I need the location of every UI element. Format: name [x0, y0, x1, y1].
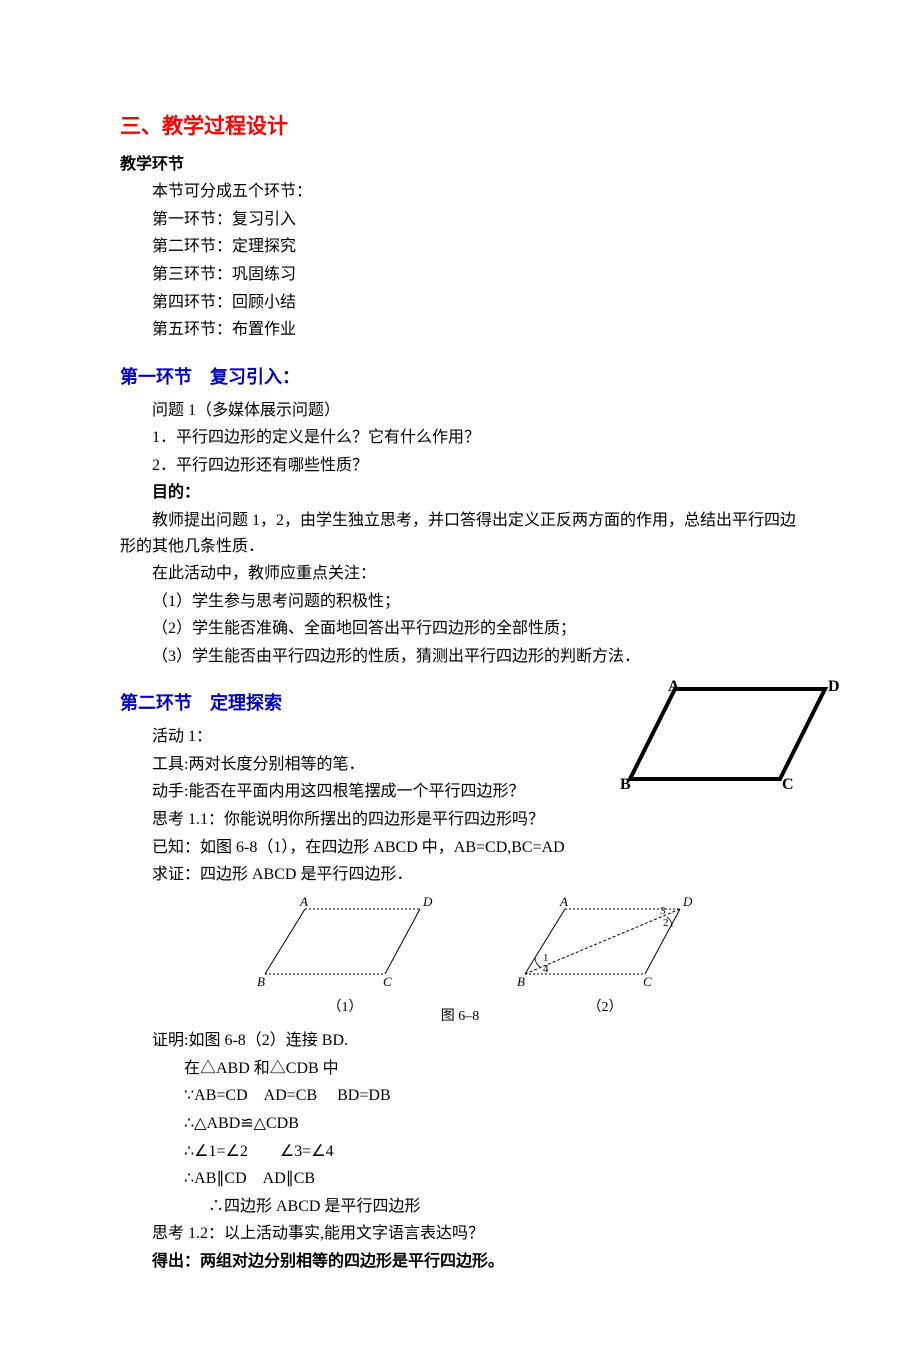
- figure-2-svg: A D B C 1 4 3 2: [505, 894, 705, 989]
- env-item-1: 第一环节：复习引入: [120, 207, 800, 233]
- proof-l3: ∴△ABD≌△CDB: [120, 1111, 800, 1137]
- sec2-think12: 思考 1.2：以上活动事实,能用文字语言表达吗？: [120, 1221, 800, 1247]
- sec1-goal-i3: （3）学生能否由平行四边形的性质，猜测出平行四边形的判断方法．: [120, 644, 800, 670]
- sec1-goal-i2: （2）学生能否准确、全面地回答出平行四边形的全部性质；: [120, 616, 800, 642]
- angle-2: 2: [663, 917, 669, 929]
- proof-l6: ∴四边形 ABCD 是平行四边形: [120, 1194, 800, 1220]
- sec1-question-label: 问题 1（多媒体展示问题）: [120, 398, 800, 424]
- env-item-2: 第二环节：定理探究: [120, 234, 800, 260]
- fig1-a: A: [299, 894, 308, 909]
- fig1-b: B: [257, 974, 265, 989]
- sec1-q2: 2．平行四边形还有哪些性质？: [120, 453, 800, 479]
- sec2-given: 已知：如图 6-8（1），在四边形 ABCD 中，AB=CD,BC=AD: [120, 835, 800, 861]
- env-item-5: 第五环节：布置作业: [120, 317, 800, 343]
- sec2-conclusion: 得出：两组对边分别相等的四边形是平行四边形。: [120, 1249, 800, 1275]
- proof-l2: ∵AB=CD AD=CB BD=DB: [120, 1083, 800, 1109]
- proof-l4: ∴∠1=∠2 ∠3=∠4: [120, 1139, 800, 1165]
- fig1-c: C: [383, 974, 392, 989]
- label-a: A: [668, 679, 680, 695]
- fig2-b: B: [517, 974, 525, 989]
- fig2-a: A: [559, 894, 568, 909]
- figure-2: A D B C 1 4 3 2 （2）: [505, 894, 705, 1020]
- sec2-prove: 求证：四边形 ABCD 是平行四边形．: [120, 862, 800, 888]
- sec1-goal-p1: 教师提出问题 1，2，由学生独立思考，并口答得出定义正反两方面的作用，总结出平行…: [120, 508, 800, 559]
- env-item-4: 第四环节：回顾小结: [120, 290, 800, 316]
- proof-head: 证明:如图 6-8（2）连接 BD.: [120, 1028, 800, 1054]
- parallelogram-shape: [630, 689, 825, 779]
- sec1-q1: 1．平行四边形的定义是什么？它有什么作用？: [120, 425, 800, 451]
- parallelogram-big-svg: A D B C: [620, 679, 850, 799]
- fig1-d: D: [422, 894, 433, 909]
- section1-heading: 第一环节 复习引入：: [120, 363, 800, 392]
- figure-1-svg: A D B C: [245, 894, 445, 989]
- sec1-goal-i1: （1）学生参与思考问题的积极性；: [120, 589, 800, 615]
- label-c: C: [782, 776, 794, 793]
- figure-row: A D B C （1） A D B: [150, 894, 800, 1020]
- sec1-goal-label: 目的：: [120, 480, 800, 506]
- proof-l5: ∴AB∥CD AD∥CB: [120, 1166, 800, 1192]
- proof-l1: 在△ABD 和△CDB 中: [120, 1056, 800, 1082]
- label-b: B: [620, 776, 631, 793]
- fig2-c: C: [643, 974, 652, 989]
- figure-1: A D B C （1）: [245, 894, 445, 1020]
- sec2-think11: 思考 1.1：你能说明你所摆出的四边形是平行四边形吗？: [120, 807, 800, 833]
- fig2-d: D: [682, 894, 693, 909]
- main-title: 三、教学过程设计: [120, 110, 800, 144]
- parallelogram-big-diagram: A D B C: [620, 679, 850, 808]
- sec1-goal-lead: 在此活动中，教师应重点关注：: [120, 561, 800, 587]
- label-d: D: [828, 679, 840, 695]
- fig2-caption: （2）: [505, 997, 705, 1019]
- env-item-3: 第三环节：巩固练习: [120, 262, 800, 288]
- fig1-caption: （1）: [245, 997, 445, 1019]
- env-intro: 本节可分成五个环节：: [120, 179, 800, 205]
- env-label: 教学环节: [120, 152, 800, 178]
- angle-4: 4: [543, 963, 549, 975]
- angle-3: 3: [660, 905, 666, 917]
